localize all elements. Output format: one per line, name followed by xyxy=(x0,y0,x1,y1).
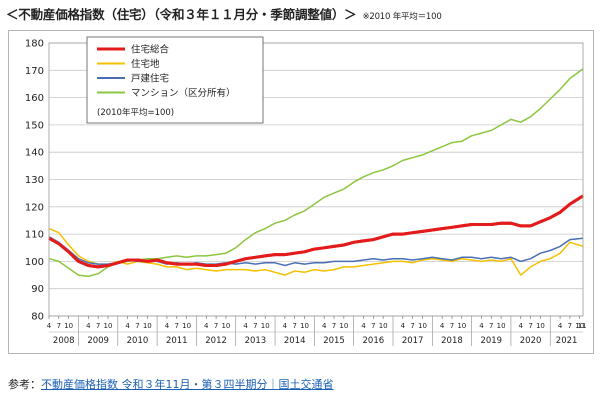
y-tick-label: 140 xyxy=(25,148,44,159)
x-year-label: 2015 xyxy=(323,336,345,346)
x-month-label: 7 xyxy=(332,322,336,330)
y-tick-label: 80 xyxy=(31,312,44,323)
x-month-label: 10 xyxy=(457,322,466,330)
y-tick-label: 180 xyxy=(25,39,44,50)
reference-line: 参考：不動産価格指数 令和３年11月・第３四半期分｜国土交通省 xyxy=(8,376,334,392)
x-month-label: 10 xyxy=(143,322,152,330)
x-month-label: 11 xyxy=(578,322,587,330)
x-month-label: 10 xyxy=(536,322,545,330)
legend-label: マンション（区分所有） xyxy=(131,87,236,99)
series-lines xyxy=(48,68,584,278)
x-month-label: 4 xyxy=(558,322,563,330)
y-tick-label: 150 xyxy=(25,120,44,131)
x-year-label: 2018 xyxy=(441,336,463,346)
x-year-label: 2021 xyxy=(556,336,578,346)
x-month-label: 7 xyxy=(135,322,139,330)
x-month-label: 4 xyxy=(165,322,170,330)
legend-note: (2010年平均=100) xyxy=(97,107,174,118)
base-year-note: ※2010 年平均＝100 xyxy=(362,12,442,22)
y-tick-label: 120 xyxy=(25,202,44,213)
x-month-label: 10 xyxy=(104,322,113,330)
x-month-label: 4 xyxy=(440,322,445,330)
y-tick-label: 110 xyxy=(25,230,44,241)
x-month-label: 7 xyxy=(175,322,179,330)
x-year-label: 2008 xyxy=(53,336,75,346)
chart-title: ＜不動産価格指数（住宅）（令和３年１１月分・季節調整値）＞ ※2010 年平均＝1… xyxy=(6,4,442,23)
x-year-label: 2011 xyxy=(166,336,188,346)
legend-label: 住宅総合 xyxy=(131,44,170,56)
series-line-top xyxy=(48,194,584,269)
plot-area xyxy=(48,42,584,317)
x-month-label: 10 xyxy=(575,322,584,330)
x-month-label: 10 xyxy=(261,322,270,330)
title-text: ＜不動産価格指数（住宅）（令和３年１１月分・季節調整値）＞ xyxy=(6,7,357,22)
y-tick-label: 170 xyxy=(25,66,44,77)
x-year-label: 2009 xyxy=(87,336,109,346)
x-month-label: 10 xyxy=(339,322,348,330)
x-month-label: 7 xyxy=(568,322,572,330)
x-year-label: 2012 xyxy=(205,336,227,346)
reference-link[interactable]: 不動産価格指数 令和３年11月・第３四半期分｜国土交通省 xyxy=(41,378,334,391)
x-month-label: 4 xyxy=(204,322,209,330)
x-month-label: 7 xyxy=(371,322,375,330)
x-month-label: 7 xyxy=(450,322,454,330)
x-month-label: 4 xyxy=(86,322,91,330)
x-month-label: 4 xyxy=(322,322,327,330)
x-month-label: 4 xyxy=(125,322,130,330)
x-year-label: 2020 xyxy=(520,336,542,346)
x-month-label: 10 xyxy=(418,322,427,330)
x-month-label: 7 xyxy=(489,322,493,330)
legend-label: 住宅地 xyxy=(131,58,160,70)
x-month-label: 4 xyxy=(283,322,288,330)
x-year-label: 2013 xyxy=(245,336,267,346)
x-month-label: 7 xyxy=(292,322,296,330)
x-year-label: 2010 xyxy=(127,336,149,346)
y-tick-label: 130 xyxy=(25,175,44,186)
x-month-label: 4 xyxy=(47,322,52,330)
y-tick-label: 100 xyxy=(25,257,44,268)
x-month-label: 7 xyxy=(253,322,257,330)
x-month-label: 10 xyxy=(182,322,191,330)
x-year-label: 2014 xyxy=(284,336,306,346)
x-month-label: 4 xyxy=(519,322,524,330)
series-line-1 xyxy=(48,227,584,276)
x-month-label: 7 xyxy=(57,322,61,330)
x-year-label: 2016 xyxy=(363,336,385,346)
x-month-label: 7 xyxy=(528,322,532,330)
x-month-label: 7 xyxy=(96,322,100,330)
x-month-label: 4 xyxy=(479,322,484,330)
x-month-label: 4 xyxy=(401,322,406,330)
x-month-label: 7 xyxy=(410,322,414,330)
y-tick-label: 160 xyxy=(25,93,44,104)
x-year-label: 2019 xyxy=(480,336,502,346)
x-month-label: 7 xyxy=(214,322,218,330)
x-month-label: 10 xyxy=(379,322,388,330)
y-tick-label: 90 xyxy=(31,284,44,295)
x-year-label: 2017 xyxy=(402,336,424,346)
legend-box xyxy=(86,36,264,124)
x-month-label: 10 xyxy=(300,322,309,330)
reference-label: 参考： xyxy=(8,378,41,391)
legend-label: 戸建住宅 xyxy=(131,73,169,85)
x-month-label: 4 xyxy=(361,322,366,330)
x-month-label: 10 xyxy=(64,322,73,330)
x-month-label: 10 xyxy=(221,322,230,330)
x-month-label: 4 xyxy=(243,322,248,330)
chart-frame: 80 90 100 110 120 130 140 150 160 170 180 4 7 10 2008 4… xyxy=(8,30,594,354)
x-month-label: 10 xyxy=(497,322,506,330)
